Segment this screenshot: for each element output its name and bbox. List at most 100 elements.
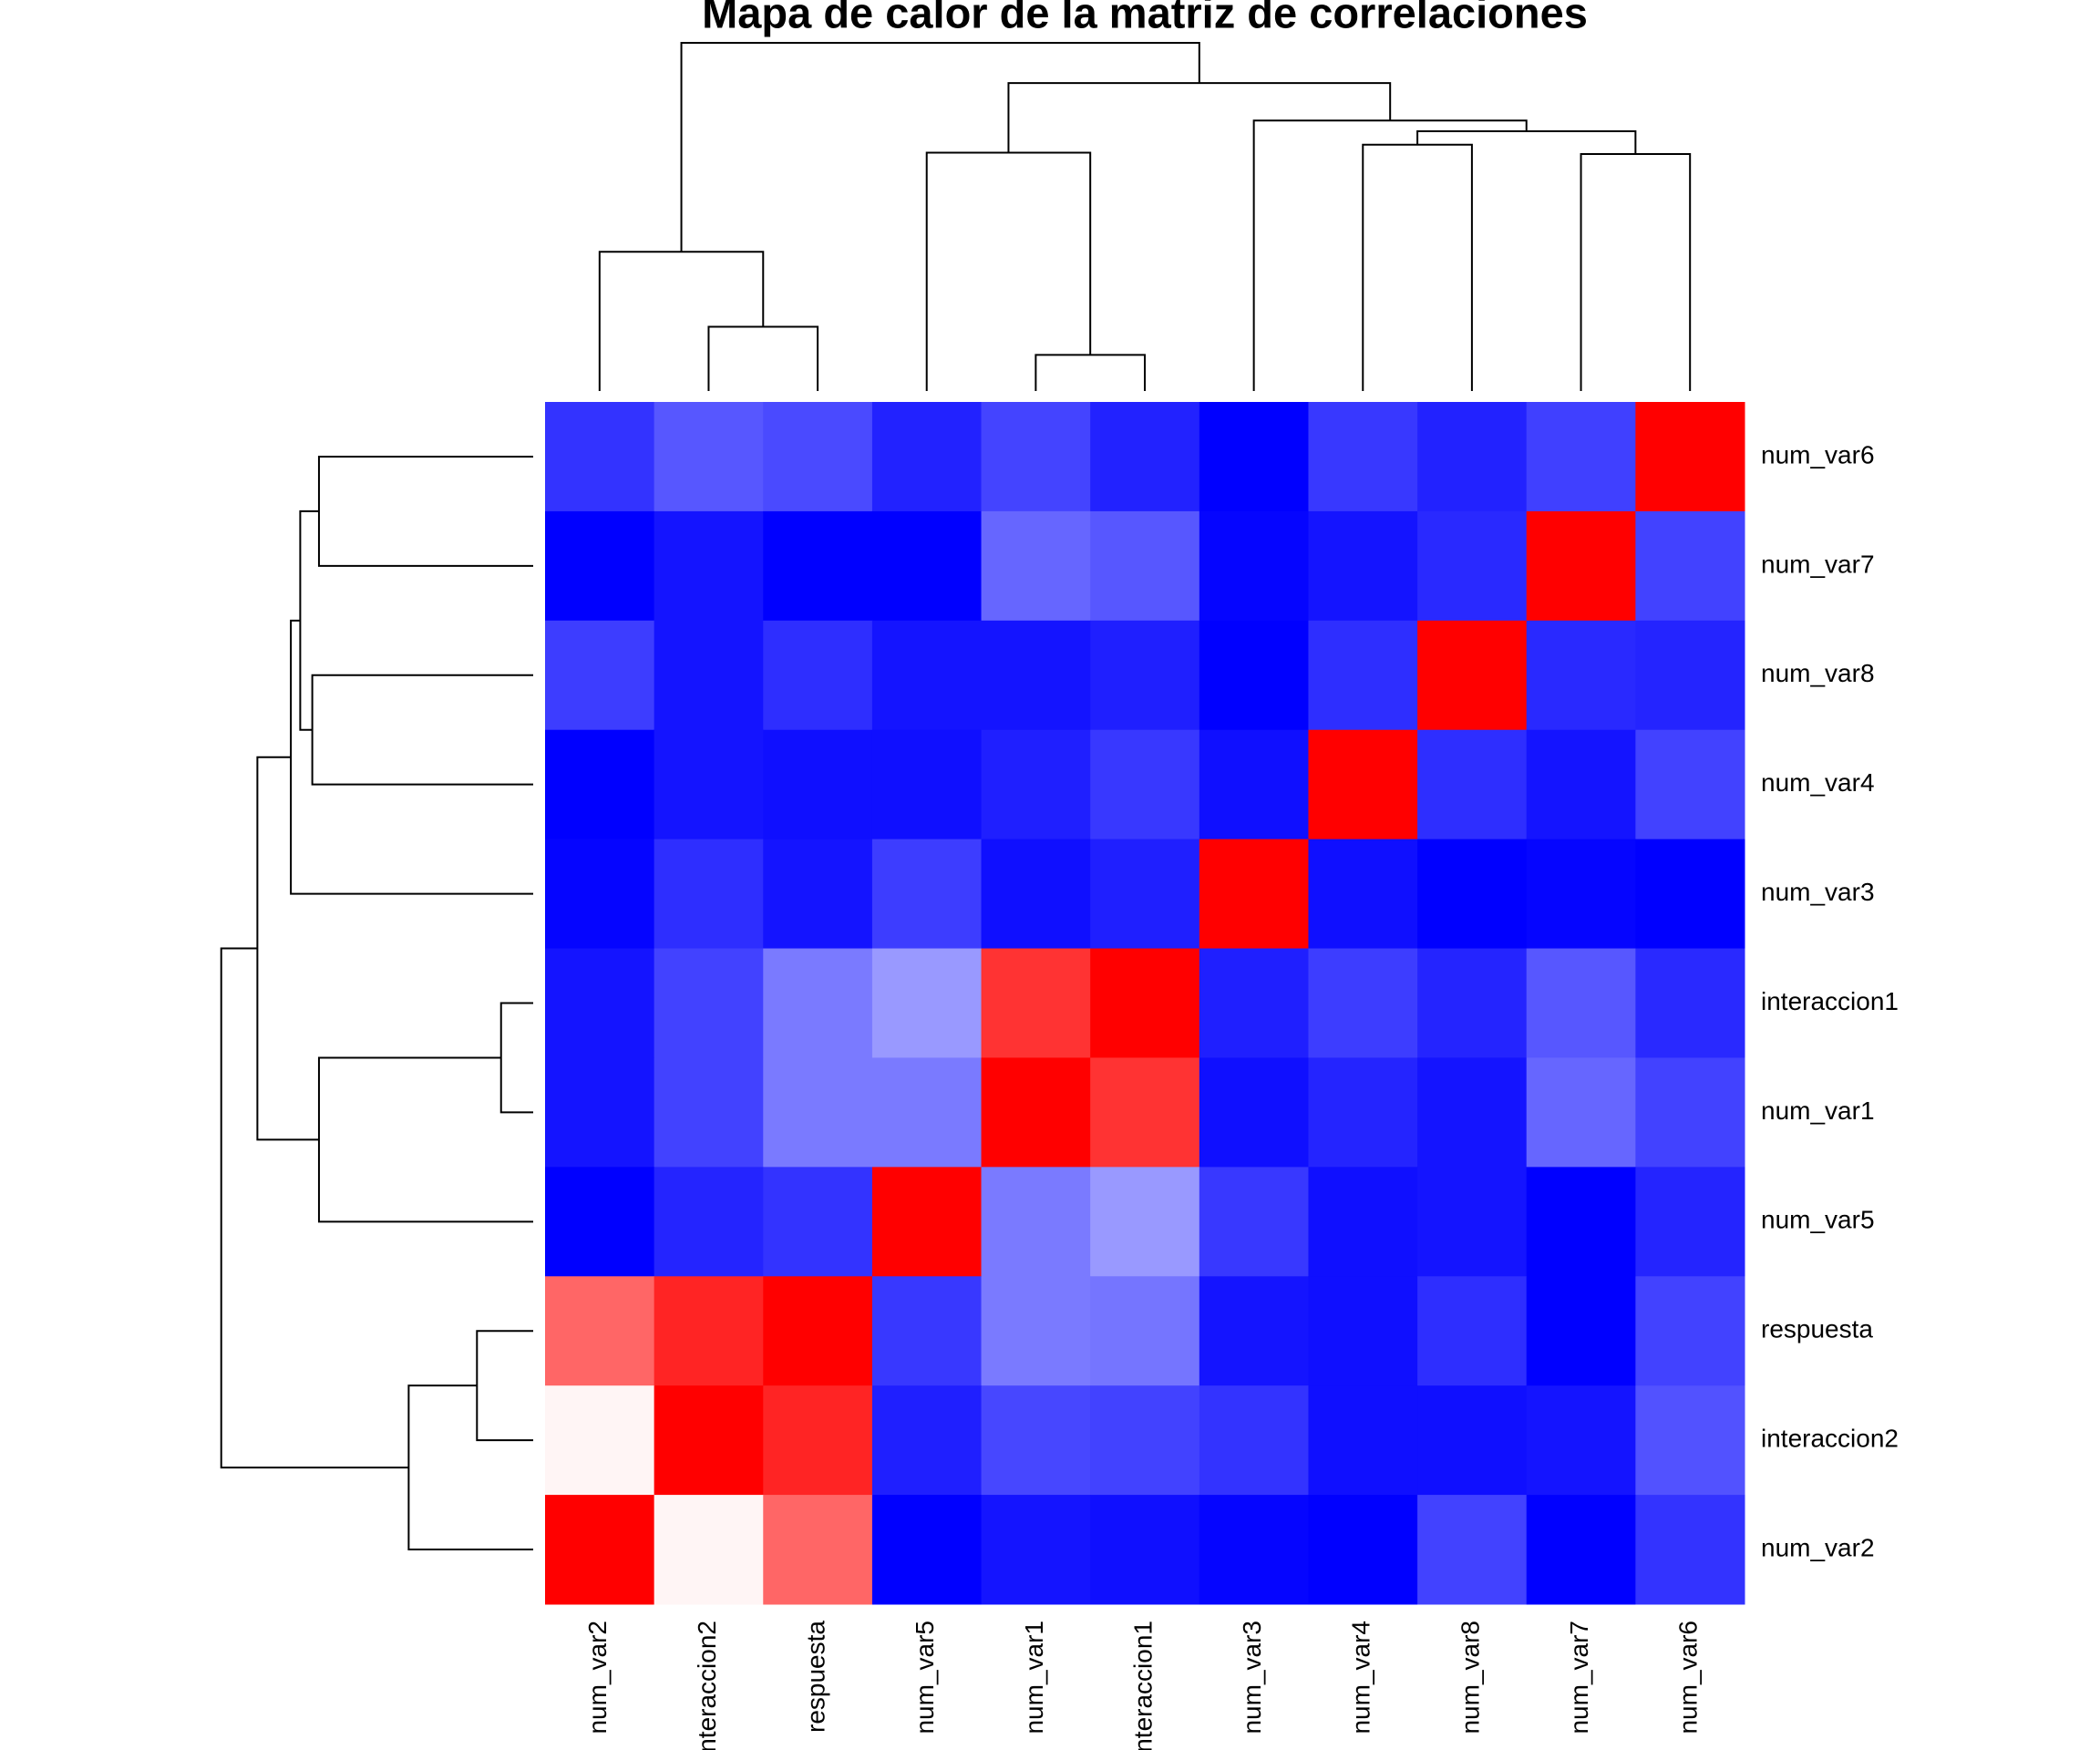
- column-label: num_var3: [1238, 1621, 1266, 1735]
- heatmap-cell: [1526, 1276, 1636, 1386]
- heatmap-cell: [1308, 1167, 1418, 1277]
- heatmap-cell: [545, 1495, 655, 1605]
- heatmap-cell: [1199, 620, 1309, 731]
- column-label: num_var2: [583, 1621, 612, 1735]
- heatmap-cell: [763, 948, 873, 1058]
- row-dendrogram: [407, 1385, 533, 1551]
- heatmap-cell: [545, 1167, 655, 1277]
- heatmap-cell: [545, 510, 655, 622]
- row-label: num_var2: [1761, 1533, 1875, 1561]
- row-dendrogram: [220, 947, 409, 1469]
- row-label: interaccion1: [1761, 987, 1899, 1015]
- column-dendrogram: [1252, 119, 1528, 391]
- heatmap-cell: [654, 510, 764, 622]
- heatmap-cell: [1308, 1495, 1418, 1605]
- column-label: interaccion2: [693, 1621, 721, 1750]
- heatmap-cell: [1308, 1276, 1418, 1386]
- heatmap-cell: [981, 839, 1091, 950]
- heatmap-cell: [1090, 729, 1200, 840]
- heatmap-cell: [545, 1057, 655, 1168]
- column-label: num_var7: [1565, 1621, 1593, 1735]
- heatmap-cell: [1417, 1167, 1528, 1277]
- heatmap-cell: [1526, 510, 1636, 622]
- heatmap-cell: [1635, 1057, 1745, 1168]
- heatmap-cell: [1417, 402, 1528, 512]
- column-label: num_var6: [1674, 1621, 1703, 1735]
- heatmap-cell: [1199, 729, 1309, 840]
- heatmap-cell: [871, 729, 983, 840]
- column-dendrogram: [1362, 143, 1473, 391]
- heatmap-cell: [545, 1385, 655, 1496]
- heatmap-cell: [545, 839, 655, 950]
- row-dendrogram: [476, 1330, 533, 1442]
- column-label: num_var5: [911, 1621, 939, 1735]
- heatmap-cell: [654, 1276, 764, 1386]
- heatmap-cell: [763, 402, 873, 512]
- heatmap-cell: [763, 839, 873, 950]
- heatmap-cell: [871, 620, 983, 731]
- heatmap-cell: [654, 1057, 764, 1168]
- heatmap-cell: [1635, 1385, 1745, 1496]
- heatmap-cell: [1635, 1276, 1745, 1386]
- heatmap-cell: [1090, 510, 1200, 622]
- heatmap-cell: [763, 1167, 873, 1277]
- heatmap-cell: [871, 1057, 983, 1168]
- row-dendrogram: [499, 1002, 533, 1114]
- heatmap-cell: [981, 620, 1091, 731]
- heatmap-cell: [871, 1167, 983, 1277]
- heatmap-cell: [654, 1385, 764, 1496]
- row-label: num_var6: [1761, 440, 1875, 468]
- column-dendrogram: [1580, 152, 1692, 391]
- heatmap-cell: [1635, 402, 1745, 512]
- column-dendrogram: [680, 42, 1200, 252]
- heatmap-cell: [1308, 510, 1418, 622]
- row-dendrogram: [256, 756, 319, 1141]
- row-label: num_var5: [1761, 1206, 1875, 1234]
- heatmap-cell: [545, 729, 655, 840]
- heatmap-cell: [1090, 1495, 1200, 1605]
- heatmap-cell: [1526, 729, 1636, 840]
- heatmap-cell: [1308, 948, 1418, 1058]
- heatmap-cell: [1199, 1276, 1309, 1386]
- heatmap-cell: [1090, 1167, 1200, 1277]
- heatmap-cell: [1308, 402, 1418, 512]
- heatmap-cell: [1635, 839, 1745, 950]
- row-label: num_var1: [1761, 1096, 1875, 1125]
- heatmap-cell: [654, 1167, 764, 1277]
- heatmap-cell: [1090, 1276, 1200, 1386]
- column-label: respuesta: [801, 1621, 829, 1733]
- column-dendrogram: [1007, 82, 1392, 153]
- heatmap-cell: [1526, 1495, 1636, 1605]
- heatmap-cell: [1526, 620, 1636, 731]
- heatmap-cell: [763, 510, 873, 622]
- heatmap-cell: [763, 1385, 873, 1496]
- heatmap-cell: [545, 620, 655, 731]
- column-label: num_var4: [1347, 1621, 1375, 1735]
- column-dendrogram: [598, 251, 765, 391]
- heatmap-cell: [1308, 620, 1418, 731]
- heatmap-cell: [1635, 620, 1745, 731]
- heatmap-cell: [1635, 729, 1745, 840]
- column-label: interaccion1: [1128, 1621, 1157, 1750]
- heatmap-cell: [1199, 402, 1309, 512]
- heatmap-cell: [871, 402, 983, 512]
- row-label: num_var4: [1761, 768, 1875, 797]
- heatmap-cell: [871, 948, 983, 1058]
- heatmap-cell: [1199, 948, 1309, 1058]
- heatmap-cell: [1417, 1057, 1528, 1168]
- heatmap-cell: [1090, 1057, 1200, 1168]
- heatmap-cell: [981, 402, 1091, 512]
- heatmap-cell: [1090, 620, 1200, 731]
- heatmap-cell: [1308, 1385, 1418, 1496]
- heatmap-cell: [1308, 839, 1418, 950]
- heatmap-cell: [1635, 1495, 1745, 1605]
- heatmap-cell: [1526, 1385, 1636, 1496]
- heatmap-cell: [981, 1167, 1091, 1277]
- heatmap-cell: [1526, 839, 1636, 950]
- heatmap-cell: [1417, 1385, 1528, 1496]
- heatmap-cell: [654, 839, 764, 950]
- heatmap-cell: [1526, 1167, 1636, 1277]
- heatmap-cell: [871, 1276, 983, 1386]
- heatmap-cell: [1635, 510, 1745, 622]
- heatmap-cell: [981, 1057, 1091, 1168]
